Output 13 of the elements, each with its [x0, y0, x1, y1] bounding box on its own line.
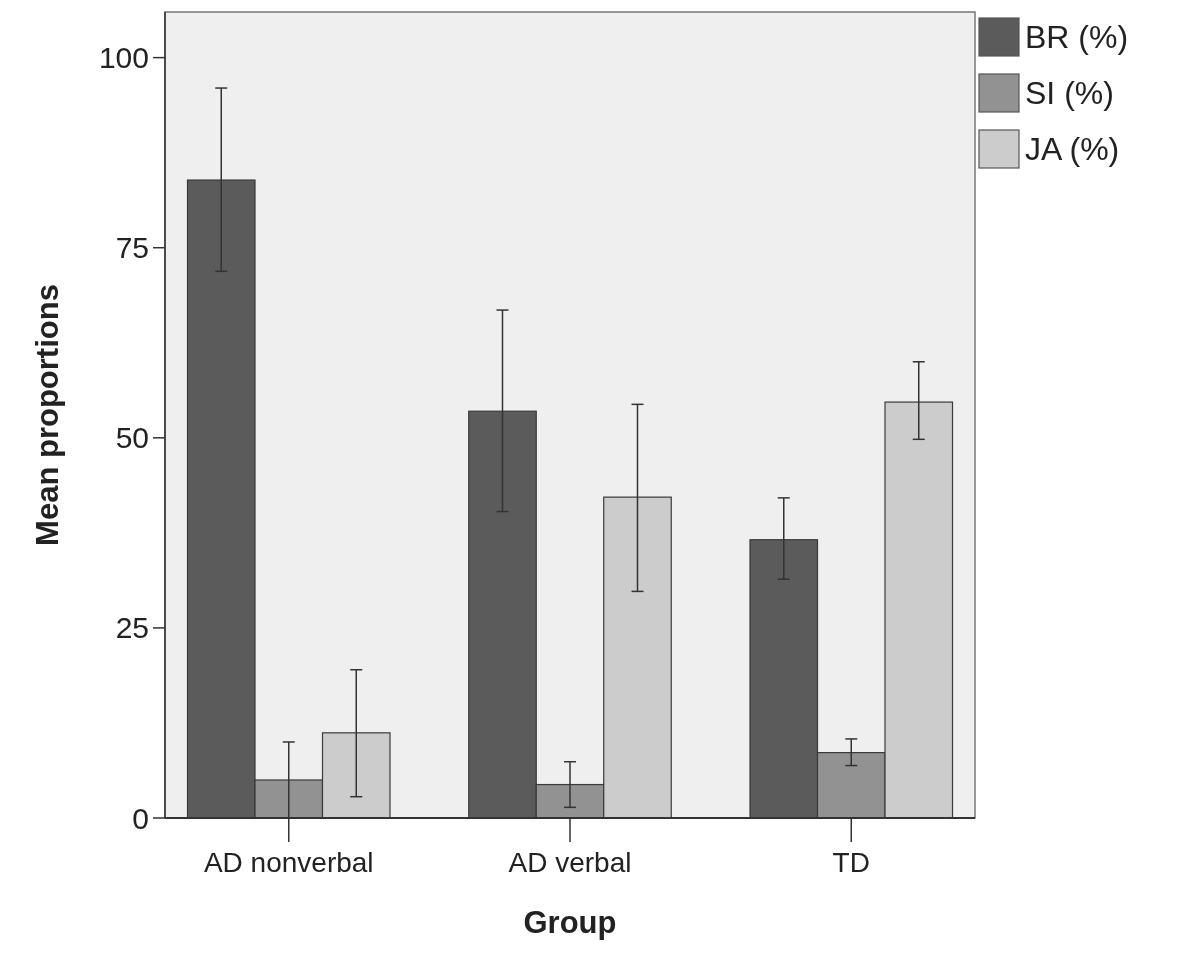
- x-tick-label: AD verbal: [508, 846, 632, 878]
- y-tick-label: 75: [115, 231, 149, 265]
- legend-label: JA (%): [1025, 131, 1120, 168]
- y-tick-label: 0: [132, 801, 149, 835]
- y-axis-title: Mean proportions: [30, 284, 65, 546]
- x-tick-label: AD nonverbal: [203, 846, 374, 878]
- x-axis-title: Group: [523, 905, 617, 940]
- x-tick-label: TD: [832, 846, 870, 878]
- legend-label: BR (%): [1025, 19, 1129, 56]
- y-tick-label: 25: [115, 611, 149, 645]
- y-tick-label: 100: [98, 41, 149, 75]
- legend-label: SI (%): [1025, 75, 1114, 112]
- y-tick-label: 50: [115, 421, 149, 455]
